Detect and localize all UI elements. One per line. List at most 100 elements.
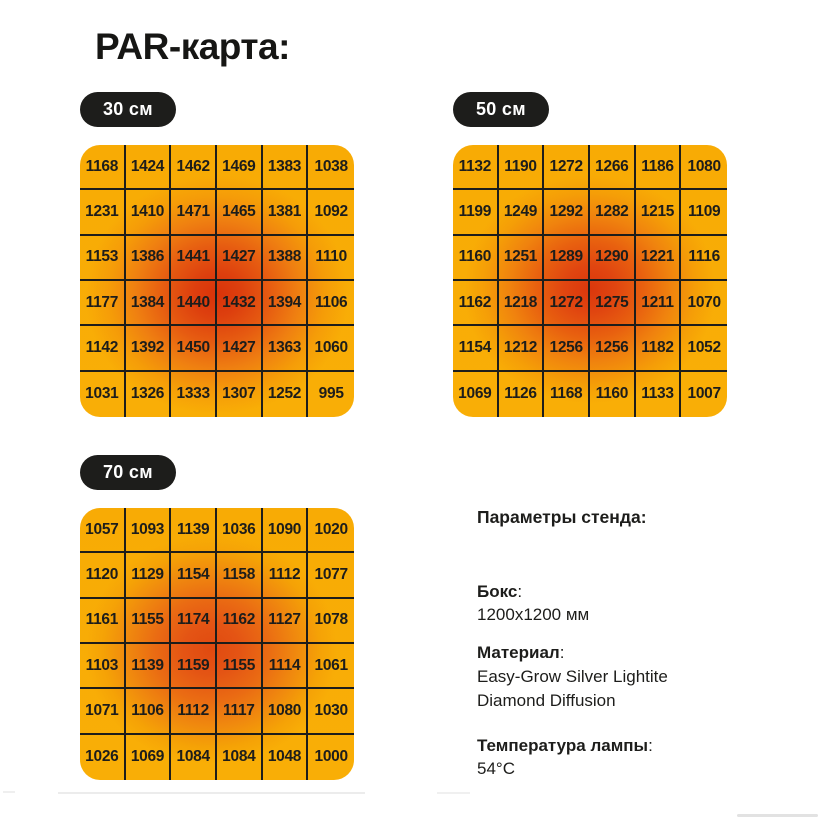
heatmap-cell: 1093 xyxy=(125,508,172,554)
heatmap-cell: 1333 xyxy=(171,371,217,417)
heatmap-cell: 1117 xyxy=(217,689,263,735)
heatmap-cells: 1168 1424 1462 1469 1383 1038 1231 1410 1471 1465… xyxy=(80,145,354,417)
heatmap-cell: 1186 xyxy=(635,145,682,191)
heatmap-cell: 1162 xyxy=(453,280,499,327)
heatmap-cell: 1386 xyxy=(125,235,172,281)
heatmap-70cm: 1057 1093 1139 1036 1090 1020 1120 1129 1154 1158… xyxy=(80,508,354,780)
distance-badge-label: 30 см xyxy=(103,99,153,119)
heatmap-cell: 1388 xyxy=(262,235,309,281)
heatmap-cell: 1132 xyxy=(453,145,499,191)
heatmap-cell: 1424 xyxy=(125,145,172,191)
heatmap-cell: 1155 xyxy=(125,598,172,644)
heatmap-cell: 1450 xyxy=(171,326,217,372)
heatmap-cell: 1394 xyxy=(262,280,309,327)
heatmap-cell: 1174 xyxy=(171,598,217,644)
page-edge-line xyxy=(58,792,365,794)
heatmap-cell: 1307 xyxy=(217,371,263,417)
page-edge-line xyxy=(3,791,15,793)
param-lamp-temperature-value: 54°C xyxy=(477,759,515,779)
heatmap-cell: 1069 xyxy=(453,371,499,417)
param-material-label: Материал xyxy=(477,643,560,663)
heatmap-cell: 1272 xyxy=(544,280,590,327)
heatmap-cell: 1127 xyxy=(262,598,309,644)
heatmap-cell: 1159 xyxy=(171,643,217,690)
heatmap-cell: 1057 xyxy=(80,508,126,554)
heatmap-cell: 1190 xyxy=(498,145,545,191)
heatmap-cell: 1177 xyxy=(80,280,126,327)
heatmap-cell: 1266 xyxy=(590,145,636,191)
heatmap-cell: 1106 xyxy=(308,281,354,327)
param-box: Бокс: 1200x1200 мм xyxy=(477,580,717,628)
heatmap-cell: 1112 xyxy=(262,553,309,599)
heatmap-cell: 1129 xyxy=(125,553,172,599)
heatmap-cell: 1090 xyxy=(262,508,309,554)
heatmap-cell: 1392 xyxy=(125,326,172,372)
heatmap-cell: 1069 xyxy=(126,734,172,780)
heatmap-cell: 1020 xyxy=(308,508,354,554)
heatmap-cell: 1432 xyxy=(217,280,263,327)
heatmap-cell: 1363 xyxy=(262,326,309,372)
par-map-50cm: 50 см 1132 1190 1272 1266 1186 1080 1199 1249 12… xyxy=(453,92,727,417)
parameters-heading: Параметры стенда: xyxy=(477,507,647,527)
heatmap-cell: 1251 xyxy=(498,235,545,281)
heatmap-cell: 1218 xyxy=(498,280,545,327)
heatmap-cell: 1275 xyxy=(590,280,636,327)
heatmap-cell: 1060 xyxy=(308,326,354,372)
param-material-value: Easy-Grow Silver Lightite Diamond Diffus… xyxy=(477,667,668,710)
heatmap-cell: 1092 xyxy=(308,190,354,236)
heatmap-cell: 1469 xyxy=(217,145,263,191)
heatmap-cell: 1007 xyxy=(687,385,722,403)
heatmap-cell: 1142 xyxy=(80,326,126,372)
page-edge-line xyxy=(437,792,470,794)
heatmap-cell: 1162 xyxy=(217,598,263,644)
distance-badge-label: 50 см xyxy=(476,99,526,119)
distance-badge-70cm: 70 см xyxy=(80,455,176,490)
heatmap-cell: 1155 xyxy=(217,643,263,690)
heatmap-30cm: 1168 1424 1462 1469 1383 1038 1231 1410 1471 1465… xyxy=(80,145,354,417)
heatmap-cell: 1256 xyxy=(544,326,590,372)
heatmap-cell: 1383 xyxy=(262,145,309,191)
param-material: Материал: Easy-Grow Silver Lightite Diam… xyxy=(477,641,717,712)
heatmap-cell: 1061 xyxy=(308,644,354,690)
page-title: PAR-карта: xyxy=(95,26,290,67)
heatmap-cell: 1252 xyxy=(263,371,309,417)
heatmap-cells: 1057 1093 1139 1036 1090 1020 1120 1129 1154 1158… xyxy=(80,508,354,780)
horizontal-scrollbar-thumb[interactable] xyxy=(737,814,818,817)
heatmap-cell: 1182 xyxy=(635,326,682,372)
heatmap-cell: 1256 xyxy=(590,326,636,372)
heatmap-cell: 1070 xyxy=(681,281,727,327)
heatmap-cell: 1292 xyxy=(544,190,590,236)
heatmap-cell: 1000 xyxy=(314,748,349,766)
heatmap-cell: 1080 xyxy=(681,145,727,191)
heatmap-cell: 1139 xyxy=(125,643,172,690)
heatmap-cell: 1199 xyxy=(453,190,499,236)
heatmap-cell: 1471 xyxy=(171,190,217,236)
heatmap-cells: 1132 1190 1272 1266 1186 1080 1199 1249 1292 1282… xyxy=(453,145,727,417)
heatmap-cell: 1114 xyxy=(262,643,309,690)
heatmap-cell: 1120 xyxy=(80,553,126,599)
heatmap-cell: 1211 xyxy=(635,280,682,327)
heatmap-cell: 1084 xyxy=(217,734,263,780)
heatmap-cell: 1410 xyxy=(125,190,172,236)
heatmap-cell: 1326 xyxy=(126,371,172,417)
heatmap-cell: 1168 xyxy=(80,145,126,191)
heatmap-cell: 995 xyxy=(318,385,344,403)
heatmap-cell: 1160 xyxy=(590,371,636,417)
heatmap-cell: 1212 xyxy=(498,326,545,372)
heatmap-cell: 1139 xyxy=(171,508,217,554)
param-lamp-temperature-label: Температура лампы xyxy=(477,735,649,755)
heatmap-cell: 1048 xyxy=(263,734,309,780)
par-map-30cm: 30 см 1168 1424 1462 1469 1383 1038 1231 1410 14… xyxy=(80,92,354,417)
heatmap-cell: 1158 xyxy=(217,553,263,599)
heatmap-cell: 1031 xyxy=(80,371,126,417)
heatmap-cell: 1231 xyxy=(80,190,126,236)
heatmap-cell: 1112 xyxy=(171,689,217,735)
heatmap-cell: 1465 xyxy=(217,190,263,236)
heatmap-cell: 1249 xyxy=(498,190,545,236)
par-map-70cm: 70 см 1057 1093 1139 1036 1090 1020 1120 1129 11… xyxy=(80,455,354,780)
heatmap-cell: 1221 xyxy=(635,235,682,281)
heatmap-cell: 1427 xyxy=(217,326,263,372)
heatmap-cell: 1133 xyxy=(636,371,682,417)
distance-badge-50cm: 50 см xyxy=(453,92,549,127)
heatmap-cell: 1154 xyxy=(171,553,217,599)
